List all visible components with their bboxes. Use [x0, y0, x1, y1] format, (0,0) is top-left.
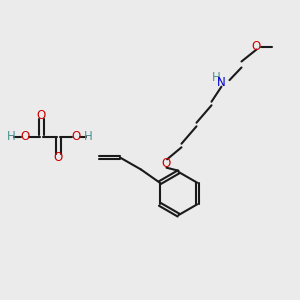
Text: H: H — [212, 70, 221, 84]
Text: O: O — [71, 130, 80, 143]
Text: O: O — [54, 151, 63, 164]
Text: H: H — [84, 130, 93, 143]
Text: O: O — [162, 157, 171, 170]
Text: O: O — [37, 109, 46, 122]
Text: O: O — [252, 40, 261, 53]
Text: O: O — [20, 130, 29, 143]
Text: H: H — [7, 130, 16, 143]
Text: N: N — [217, 76, 226, 89]
